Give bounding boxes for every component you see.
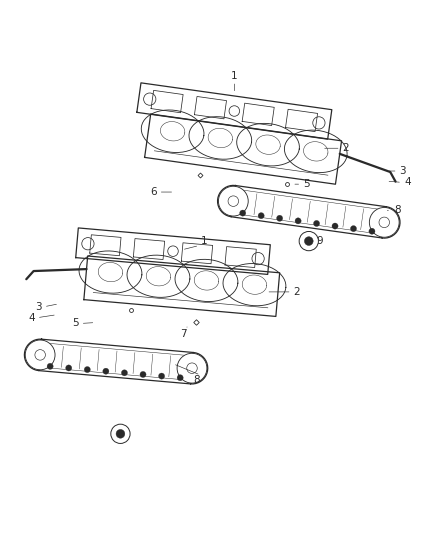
Circle shape: [177, 353, 207, 383]
Text: 8: 8: [394, 205, 401, 215]
Circle shape: [111, 424, 130, 443]
Circle shape: [103, 368, 109, 374]
Text: 4: 4: [28, 313, 35, 323]
Text: 1: 1: [200, 236, 207, 246]
Text: 5: 5: [303, 179, 310, 189]
Text: 9: 9: [316, 236, 323, 246]
Circle shape: [84, 367, 90, 373]
Text: 4: 4: [404, 177, 411, 188]
Text: 3: 3: [399, 166, 406, 176]
Circle shape: [25, 340, 55, 370]
Circle shape: [350, 225, 357, 232]
Circle shape: [240, 210, 246, 216]
Circle shape: [369, 228, 375, 235]
Circle shape: [47, 364, 53, 369]
Circle shape: [258, 213, 264, 219]
Text: 8: 8: [193, 375, 200, 384]
Text: 6: 6: [150, 187, 157, 197]
Circle shape: [159, 373, 165, 379]
Circle shape: [332, 223, 338, 229]
Circle shape: [219, 186, 248, 216]
Circle shape: [121, 370, 127, 376]
Circle shape: [177, 375, 183, 381]
Circle shape: [314, 220, 320, 227]
Circle shape: [66, 365, 72, 371]
Text: 2: 2: [293, 287, 300, 297]
Text: 5: 5: [72, 318, 79, 328]
Circle shape: [140, 372, 146, 377]
Text: 3: 3: [35, 302, 42, 312]
Text: 1: 1: [231, 71, 238, 81]
Circle shape: [276, 215, 283, 221]
Circle shape: [369, 207, 399, 237]
Text: 7: 7: [180, 329, 187, 340]
Circle shape: [295, 218, 301, 224]
Text: 2: 2: [343, 143, 350, 154]
Text: 9: 9: [121, 431, 128, 441]
Circle shape: [304, 237, 313, 246]
Circle shape: [116, 430, 125, 438]
Circle shape: [299, 231, 318, 251]
